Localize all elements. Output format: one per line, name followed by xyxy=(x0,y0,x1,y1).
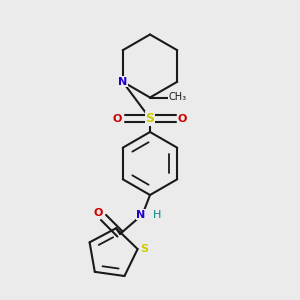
Text: N: N xyxy=(136,209,146,220)
Text: CH₃: CH₃ xyxy=(169,92,187,103)
Text: S: S xyxy=(146,112,154,125)
Text: O: O xyxy=(113,113,122,124)
Text: N: N xyxy=(118,77,127,87)
Text: O: O xyxy=(178,113,187,124)
Text: H: H xyxy=(153,209,161,220)
Text: S: S xyxy=(140,244,148,254)
Text: O: O xyxy=(93,208,103,218)
